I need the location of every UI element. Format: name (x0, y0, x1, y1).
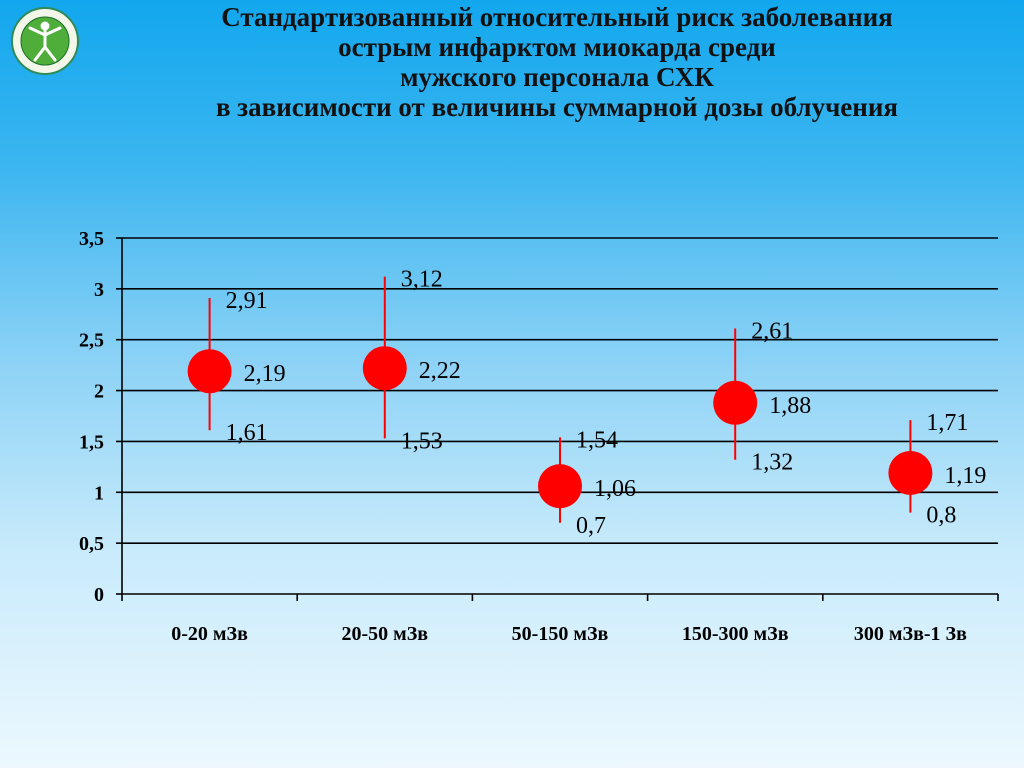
risk-point (187, 349, 232, 394)
lower-bound-label: 0,8 (926, 503, 956, 529)
x-category-label: 20-50 мЗв (341, 623, 428, 645)
risk-point (538, 464, 582, 509)
title-line-4: в зависимости от величины суммарной дозы… (215, 92, 899, 122)
lower-bound-label: 1,32 (751, 450, 793, 476)
value-label: 1,06 (594, 476, 636, 502)
slide-title: Стандартизованный относительный риск заб… (100, 2, 1014, 122)
y-tick-label: 1,5 (79, 431, 104, 453)
upper-bound-label: 2,91 (226, 288, 268, 314)
upper-bound-label: 3,12 (401, 267, 443, 293)
upper-bound-label: 1,71 (926, 410, 968, 436)
title-line-1: Стандартизованный относительный риск заб… (221, 2, 893, 32)
title-line-3: мужского персонала СХК (400, 62, 714, 92)
y-tick-label: 0 (94, 584, 104, 606)
value-label: 1,19 (944, 463, 986, 489)
upper-bound-label: 2,61 (751, 319, 793, 345)
upper-bound-label: 1,54 (576, 427, 618, 453)
y-tick-label: 1 (94, 482, 104, 504)
x-category-label: 0-20 мЗв (171, 623, 248, 645)
y-tick-label: 2 (94, 381, 104, 403)
lower-bound-label: 0,7 (576, 513, 606, 539)
organization-logo (11, 7, 79, 75)
value-label: 2,19 (244, 361, 286, 387)
x-category-label: 50-150 мЗв (512, 623, 609, 645)
title-line-2: острым инфарктом миокарда среди (338, 32, 776, 62)
risk-point (888, 450, 933, 495)
x-category-label: 150-300 мЗв (682, 623, 789, 645)
lower-bound-label: 1,61 (226, 420, 268, 446)
value-label: 2,22 (419, 358, 461, 384)
y-tick-label: 3 (94, 279, 104, 301)
risk-point (362, 346, 407, 391)
lower-bound-label: 1,53 (401, 428, 443, 454)
y-tick-label: 0,5 (79, 533, 104, 555)
y-tick-label: 2,5 (79, 330, 104, 352)
value-label: 1,88 (769, 393, 811, 419)
risk-point (713, 380, 758, 425)
y-tick-label: 3,5 (79, 228, 104, 250)
x-category-label: 300 мЗв-1 Зв (854, 623, 967, 645)
